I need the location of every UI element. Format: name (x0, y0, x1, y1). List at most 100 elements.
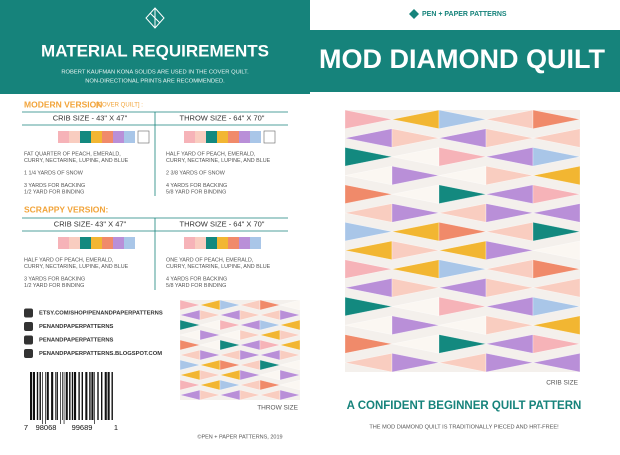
barcode-bar (81, 372, 83, 420)
barcode-bar (94, 372, 95, 424)
swatch (102, 131, 113, 143)
quilt-triangle (279, 329, 301, 341)
quilt-triangle (279, 319, 301, 331)
swatch (91, 131, 102, 143)
quilt-triangle (532, 147, 581, 167)
requirement-line: FAT QUARTER OF PEACH, EMERALD, (24, 151, 121, 157)
quilt-triangle (279, 359, 301, 371)
barcode-bar (69, 372, 71, 420)
swatch (239, 237, 250, 249)
requirement-line: 2 3/8 YARDS OF SNOW (166, 170, 226, 176)
requirement-line: HALF YARD OF PEACH, EMERALD, (166, 151, 256, 157)
quilt-triangle (179, 319, 201, 331)
swatch (58, 131, 69, 143)
header-title: MATERIAL REQUIREMENTS (41, 41, 269, 60)
section-label: SCRAPPY VERSION: (24, 204, 109, 214)
quilt-triangle (179, 299, 201, 311)
barcode-bar (39, 372, 41, 420)
quilt-triangle (279, 309, 301, 321)
quilt-triangle (532, 259, 581, 279)
requirement-line: 3 YARDS FOR BACKING (24, 183, 85, 189)
swatch-snow (263, 130, 276, 144)
quilt-triangle (239, 309, 261, 321)
quilt-triangle (532, 315, 581, 335)
quilt-triangle (259, 359, 281, 371)
section-label: MODERN VERSION (24, 99, 102, 109)
swatch-snow (137, 130, 150, 144)
tagline: A CONFIDENT BEGINNER QUILT PATTERN (347, 400, 582, 412)
swatch (184, 237, 195, 249)
quilt-triangle (219, 359, 241, 371)
swatch (124, 237, 135, 249)
barcode-bar (32, 372, 35, 420)
requirement-line: 3 YARDS FOR BACKING (24, 276, 85, 282)
link-text: ETSY.COM/SHOP/PENANDPAPERPATTERNS (39, 311, 163, 317)
crib-quilt-image (344, 109, 581, 373)
left-logo (145, 7, 165, 29)
barcode-bar (30, 372, 33, 420)
social-icon (24, 322, 33, 331)
requirement-line: ONE YARD OF PEACH, EMERALD, (166, 257, 254, 263)
quilt-triangle (532, 240, 581, 260)
barcode-bar (89, 372, 91, 420)
swatch (217, 237, 228, 249)
copyright: ©PEN + PAPER PATTERNS, 2019 (197, 433, 282, 440)
barcode-bar (36, 372, 39, 420)
main-title: MOD DIAMOND QUILT (319, 44, 605, 74)
right-title-band (310, 30, 620, 92)
quilt-triangle (279, 389, 301, 401)
quilt-triangle (279, 349, 301, 361)
swatch (113, 237, 124, 249)
swatch (195, 237, 206, 249)
quilt-triangle (239, 389, 261, 401)
quilt-triangle (199, 349, 221, 361)
quilt-triangle (179, 339, 201, 351)
quilt-triangle (391, 165, 440, 186)
quilt-triangle (259, 379, 281, 391)
quilt-triangle (485, 240, 534, 260)
link-text: PENANDPAPERPATTERNS (39, 338, 114, 344)
quilt-triangle (219, 319, 241, 331)
size-heading: THROW SIZE - 64" X 70" (180, 113, 265, 122)
social-icon (24, 349, 33, 358)
quilt-base (345, 110, 580, 372)
swatch (217, 131, 228, 143)
quilt-triangle (344, 184, 393, 204)
quilt-triangle (279, 369, 301, 381)
quilt-triangle (179, 359, 201, 371)
quilt-triangle (438, 296, 487, 317)
swatch (80, 131, 91, 143)
swatch (124, 131, 135, 143)
barcode-bar (107, 372, 110, 420)
swatch (69, 131, 80, 143)
quilt-triangle (259, 319, 281, 331)
barcode-digit: 98068 (36, 423, 57, 432)
barcode-digit: 99689 (72, 423, 93, 432)
quilt-caption: CRIB SIZE (546, 380, 578, 387)
quilt-caption: THROW SIZE (257, 405, 298, 412)
requirement-line: 5/8 YARD FOR BINDING (166, 189, 226, 195)
requirement-line: CURRY, NECTARINE, LUPINE, AND BLUE (24, 264, 129, 270)
swatch (113, 131, 124, 143)
brand-name: PEN + PAPER PATTERNS (422, 11, 507, 18)
header-note: NON-DIRECTIONAL PRINTS ARE RECOMMENDED. (85, 79, 225, 85)
link-text: PENANDPAPERPATTERNS.BLOGSPOT.COM (39, 351, 162, 357)
swatch (184, 131, 195, 143)
quilt-triangle (239, 369, 261, 381)
requirement-line: HALF YARD OF PEACH, EMERALD, (24, 257, 114, 263)
requirement-line: 1/2 YARD FOR BINDING (24, 189, 84, 195)
swatch (228, 237, 239, 249)
quilt-triangle (219, 339, 241, 351)
barcode-bar (60, 372, 61, 424)
swatch (195, 131, 206, 143)
quilt-triangle (438, 109, 487, 129)
barcode-bar (45, 372, 46, 424)
barcode-bar (62, 372, 63, 420)
quilt-triangle (438, 259, 487, 279)
quilt-triangle (279, 379, 301, 391)
swatch (239, 131, 250, 143)
swatch (80, 237, 91, 249)
quilt-triangle (199, 369, 221, 381)
quilt-triangle (485, 278, 534, 298)
